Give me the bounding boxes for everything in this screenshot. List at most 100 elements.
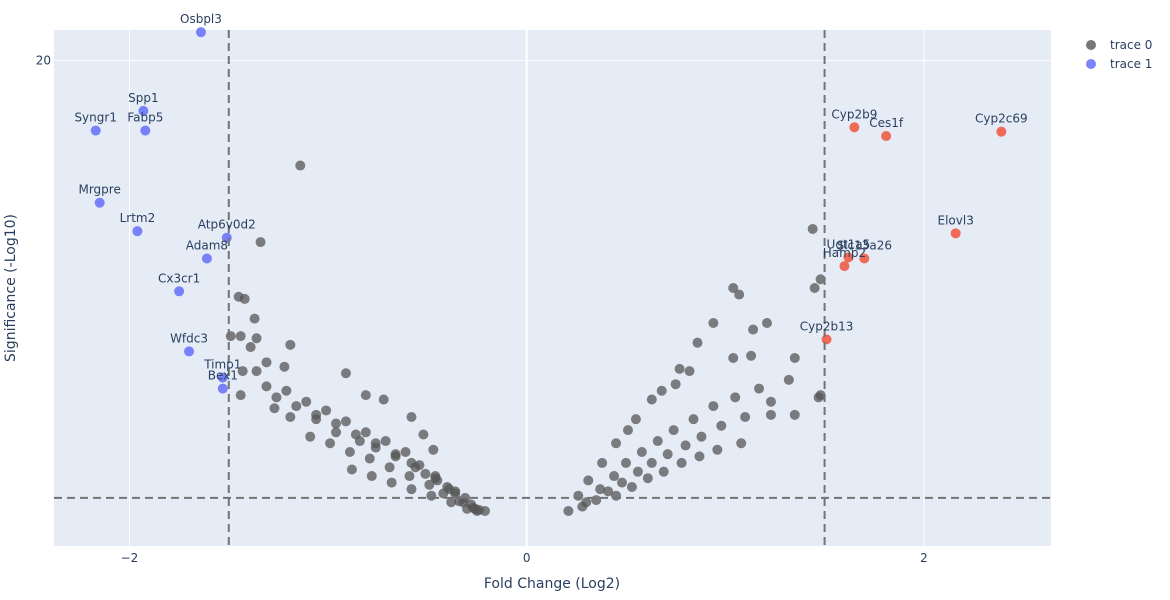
point-trace-1 bbox=[195, 27, 206, 38]
point-trace-0 bbox=[632, 466, 643, 477]
point-trace-0 bbox=[807, 223, 818, 234]
point-trace-0 bbox=[622, 425, 633, 436]
point-trace-0 bbox=[658, 466, 669, 477]
point-trace-0 bbox=[765, 409, 776, 420]
point-trace-0 bbox=[789, 352, 800, 363]
point-trace-0 bbox=[680, 440, 691, 451]
point-trace-0 bbox=[597, 457, 608, 468]
point-up bbox=[881, 131, 892, 142]
point-label: Slc13a26 bbox=[837, 238, 892, 252]
point-trace-0 bbox=[670, 379, 681, 390]
point-trace-0 bbox=[813, 392, 824, 403]
point-trace-0 bbox=[754, 383, 765, 394]
point-label: Mrgpre bbox=[78, 183, 120, 197]
point-trace-0 bbox=[380, 436, 391, 447]
point-trace-0 bbox=[378, 394, 389, 405]
point-trace-0 bbox=[761, 317, 772, 328]
point-trace-0 bbox=[424, 479, 435, 490]
legend-marker-trace-0 bbox=[1086, 40, 1096, 50]
point-trace-0 bbox=[646, 394, 657, 405]
point-trace-0 bbox=[462, 503, 473, 514]
x-axis-title: Fold Change (Log2) bbox=[484, 576, 620, 592]
point-trace-0 bbox=[404, 471, 415, 482]
point-trace-0 bbox=[734, 289, 745, 300]
point-label: Syngr1 bbox=[74, 111, 117, 125]
point-trace-0 bbox=[364, 453, 375, 464]
point-trace-0 bbox=[609, 471, 620, 482]
point-trace-0 bbox=[636, 446, 647, 457]
point-trace-0 bbox=[410, 462, 421, 473]
point-trace-0 bbox=[331, 427, 342, 438]
point-trace-0 bbox=[626, 481, 637, 492]
point-trace-1 bbox=[201, 253, 212, 264]
point-trace-0 bbox=[249, 313, 260, 324]
point-trace-0 bbox=[235, 390, 246, 401]
point-trace-0 bbox=[370, 438, 381, 449]
point-trace-0 bbox=[736, 438, 747, 449]
threshold-lines bbox=[54, 30, 1051, 546]
point-trace-0 bbox=[646, 457, 657, 468]
x-tick-label: −2 bbox=[121, 551, 139, 565]
x-tick-label: 0 bbox=[523, 551, 531, 565]
point-trace-0 bbox=[692, 337, 703, 348]
point-trace-0 bbox=[295, 160, 306, 171]
point-trace-0 bbox=[261, 381, 272, 392]
point-trace-0 bbox=[344, 446, 355, 457]
point-trace-0 bbox=[426, 490, 437, 501]
point-trace-0 bbox=[245, 342, 256, 353]
point-trace-0 bbox=[430, 473, 441, 484]
point-trace-0 bbox=[620, 457, 631, 468]
point-trace-0 bbox=[285, 412, 296, 422]
point-trace-0 bbox=[809, 283, 820, 293]
point-label: Fabp5 bbox=[127, 111, 163, 125]
point-trace-0 bbox=[225, 331, 236, 342]
point-up bbox=[839, 261, 850, 272]
data-points bbox=[90, 27, 1007, 517]
point-trace-0 bbox=[815, 274, 826, 285]
point-trace-1 bbox=[138, 105, 149, 116]
point-label: Bex1 bbox=[208, 369, 238, 383]
point-label: Hamp2 bbox=[823, 246, 866, 260]
point-trace-0 bbox=[696, 431, 707, 442]
point-trace-0 bbox=[674, 363, 685, 374]
point-label: Ugt1a5 bbox=[827, 237, 871, 251]
point-trace-1 bbox=[217, 372, 228, 383]
point-label: Cyp2c69 bbox=[975, 112, 1028, 126]
point-trace-0 bbox=[748, 324, 759, 335]
point-trace-0 bbox=[321, 405, 332, 416]
point-trace-0 bbox=[472, 506, 483, 517]
point-trace-0 bbox=[340, 368, 351, 379]
point-trace-0 bbox=[311, 409, 322, 420]
point-trace-0 bbox=[563, 506, 574, 517]
point-trace-1 bbox=[132, 226, 143, 237]
axis-ticks: −2 0 2 20 bbox=[36, 54, 928, 565]
point-trace-0 bbox=[418, 429, 429, 440]
point-trace-0 bbox=[239, 293, 250, 304]
point-up bbox=[821, 334, 832, 345]
point-trace-0 bbox=[611, 490, 622, 501]
point-trace-0 bbox=[384, 462, 395, 473]
point-trace-0 bbox=[366, 471, 377, 482]
point-trace-1 bbox=[140, 125, 151, 136]
point-up bbox=[843, 252, 854, 263]
point-trace-0 bbox=[595, 484, 606, 495]
point-trace-0 bbox=[281, 385, 292, 396]
point-trace-0 bbox=[285, 339, 296, 350]
point-trace-0 bbox=[591, 495, 602, 506]
point-trace-0 bbox=[694, 451, 705, 462]
x-tick-label: 2 bbox=[920, 551, 928, 565]
point-trace-0 bbox=[728, 283, 739, 293]
point-trace-0 bbox=[684, 366, 695, 377]
point-trace-0 bbox=[235, 331, 246, 342]
point-trace-0 bbox=[630, 414, 641, 425]
point-trace-0 bbox=[728, 352, 739, 363]
point-trace-0 bbox=[360, 427, 371, 438]
point-label: Cyp2b13 bbox=[800, 319, 854, 333]
point-trace-0 bbox=[428, 444, 439, 455]
point-trace-0 bbox=[740, 412, 751, 422]
point-trace-0 bbox=[360, 390, 371, 401]
point-trace-0 bbox=[450, 486, 461, 497]
point-trace-0 bbox=[573, 490, 584, 501]
point-trace-0 bbox=[331, 418, 342, 429]
point-label: Atp6v0d2 bbox=[198, 218, 256, 232]
